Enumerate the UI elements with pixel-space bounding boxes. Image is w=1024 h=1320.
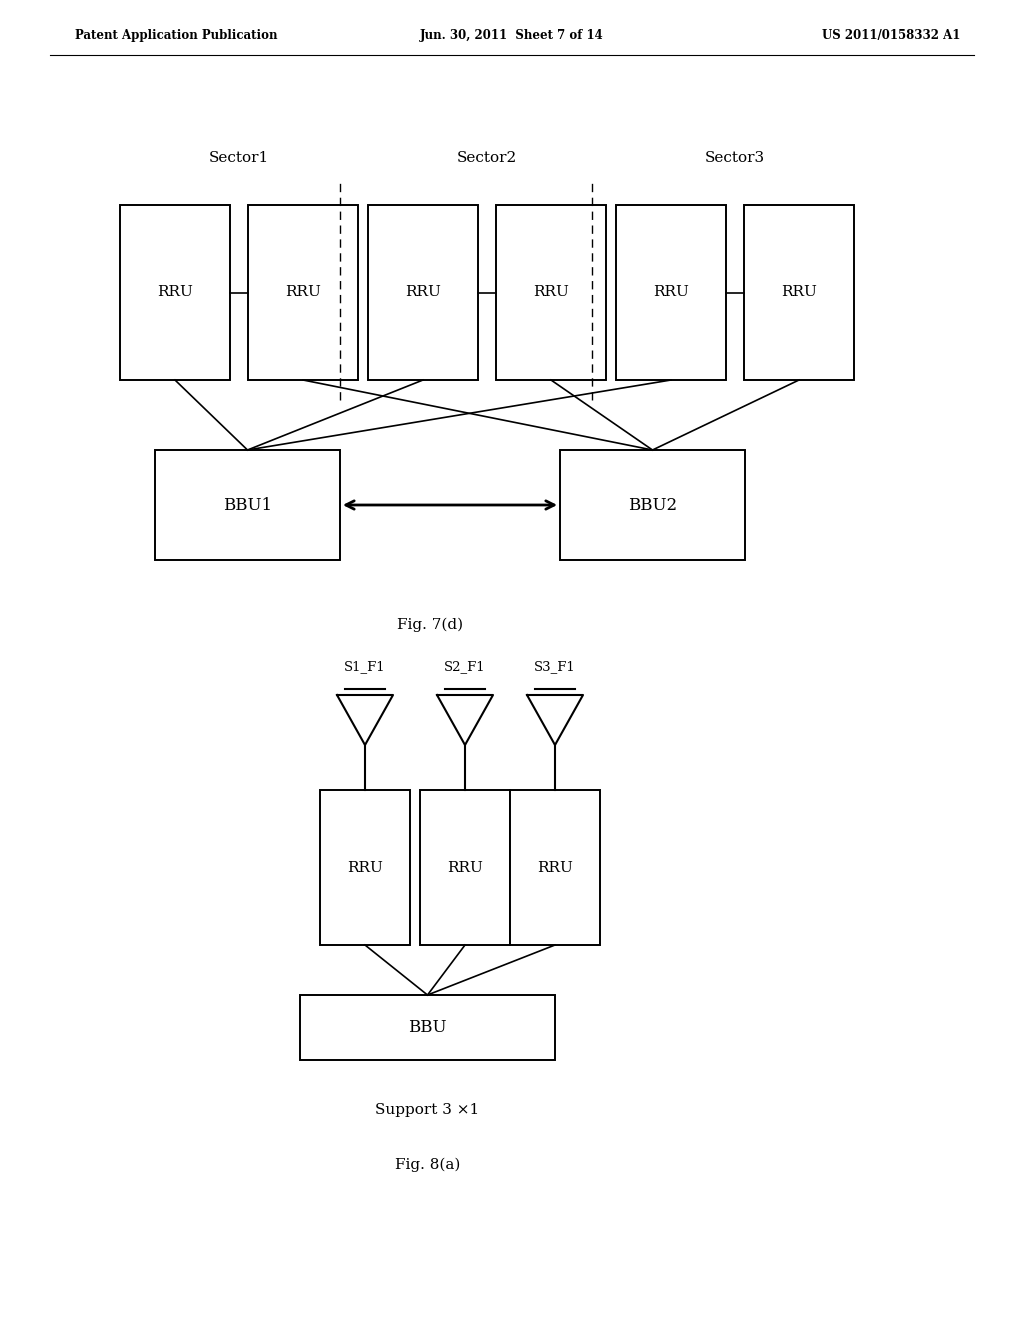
Text: BBU2: BBU2 (628, 496, 677, 513)
Text: S3_F1: S3_F1 (535, 660, 575, 673)
Bar (560, 450, 745, 560)
Text: RRU: RRU (653, 285, 689, 300)
Bar (319, 789, 410, 945)
Bar (420, 789, 510, 945)
Text: Fig. 8(a): Fig. 8(a) (395, 1158, 460, 1172)
Bar (300, 995, 555, 1060)
Text: RRU: RRU (285, 285, 321, 300)
Text: US 2011/0158332 A1: US 2011/0158332 A1 (821, 29, 961, 41)
Bar (155, 450, 340, 560)
Text: RRU: RRU (347, 861, 383, 874)
Text: RRU: RRU (447, 861, 483, 874)
Bar (616, 205, 726, 380)
Text: BBU: BBU (409, 1019, 446, 1036)
Text: Fig. 7(d): Fig. 7(d) (397, 618, 463, 632)
Bar (368, 205, 478, 380)
Text: Support 3 ×1: Support 3 ×1 (376, 1104, 479, 1117)
Text: Sector1: Sector1 (209, 150, 269, 165)
Text: RRU: RRU (406, 285, 441, 300)
Text: Patent Application Publication: Patent Application Publication (75, 29, 278, 41)
Bar (248, 205, 358, 380)
Bar (744, 205, 854, 380)
Text: RRU: RRU (781, 285, 817, 300)
Bar (120, 205, 230, 380)
Text: RRU: RRU (157, 285, 193, 300)
Text: Jun. 30, 2011  Sheet 7 of 14: Jun. 30, 2011 Sheet 7 of 14 (420, 29, 604, 41)
Text: Sector2: Sector2 (457, 150, 517, 165)
Bar (510, 789, 600, 945)
Text: RRU: RRU (534, 285, 569, 300)
Text: S1_F1: S1_F1 (344, 660, 386, 673)
Text: Sector3: Sector3 (705, 150, 765, 165)
Text: BBU1: BBU1 (223, 496, 272, 513)
Text: S2_F1: S2_F1 (444, 660, 485, 673)
Text: RRU: RRU (537, 861, 573, 874)
Bar (496, 205, 606, 380)
